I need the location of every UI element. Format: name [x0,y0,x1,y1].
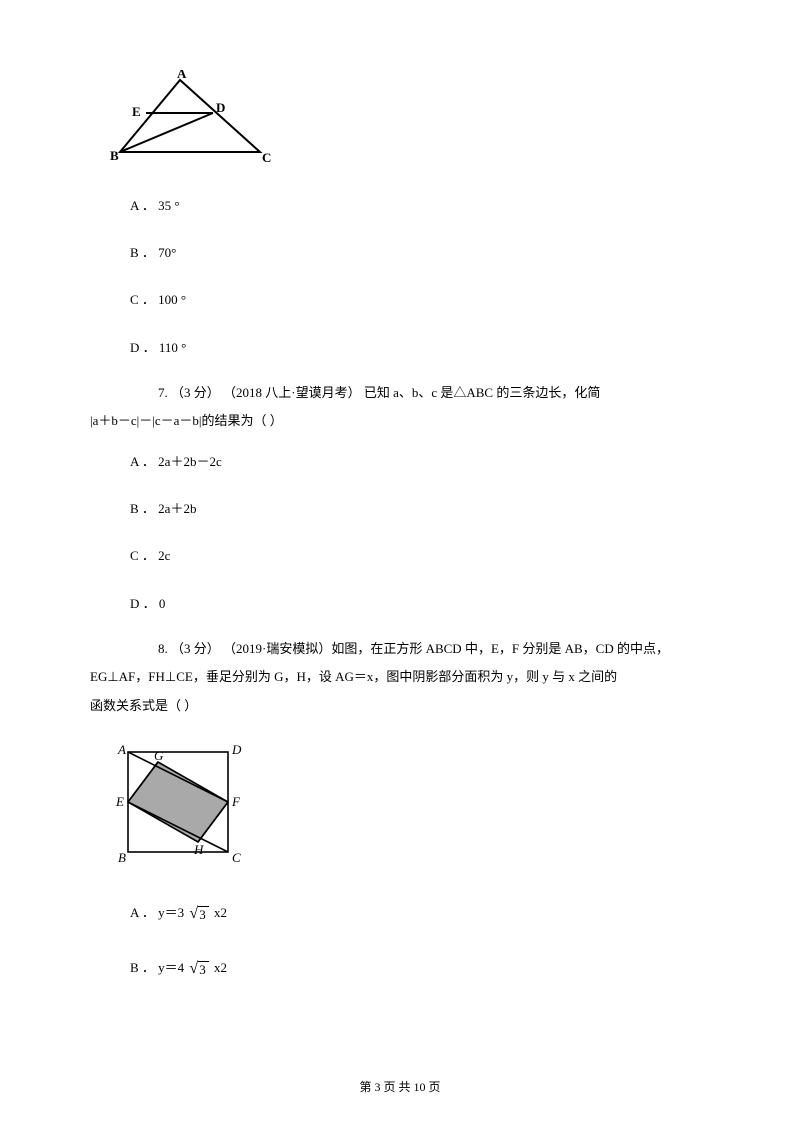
q7-line2: |a＋b－c|－|c－a－b|的结果为（ ） [90,407,710,436]
square-figure: A D E F B C G H [110,740,710,875]
q8-a-prefix: A ． y＝3 [130,906,187,921]
q8-b-suffix: x2 [214,960,227,975]
label2-F: F [231,794,241,809]
q6-option-d: D ． 110 ° [130,332,710,363]
q8-line2: EG⊥AF，FH⊥CE，垂足分别为 G，H，设 AG＝x，图中阴影部分面积为 y… [90,663,710,692]
q7-option-a: A ． 2a＋2b－2c [130,446,710,477]
label2-G: G [154,748,164,763]
label-A: A [177,70,187,81]
label-E: E [132,104,141,119]
q6-option-a: A ． 35 ° [130,190,710,221]
q8-a-suffix: x2 [214,906,227,921]
square-svg: A D E F B C G H [110,740,260,875]
q7-option-b: B ． 2a＋2b [130,493,710,524]
q8-line1: 8. （3 分） （2019·瑞安模拟）如图，在正方形 ABCD 中，E，F 分… [130,635,710,664]
label2-H: H [193,842,204,857]
triangle-svg: A B C E D [110,70,280,170]
q8-stem: 8. （3 分） （2019·瑞安模拟）如图，在正方形 ABCD 中，E，F 分… [130,635,710,721]
q6-option-c: C ． 100 ° [130,284,710,315]
label2-A: A [117,742,126,757]
label-B: B [110,148,119,163]
q8-option-b: B ． y＝4 √3 x2 [130,950,710,988]
q7-stem: 7. （3 分） （2018 八上·望谟月考） 已知 a、b、c 是△ABC 的… [130,379,710,436]
sqrt-icon: √3 [189,950,208,988]
q6-option-b: B ． 70° [130,237,710,268]
q8-line3: 函数关系式是（ ） [90,692,710,721]
label2-B: B [118,850,126,865]
q7-line1: 7. （3 分） （2018 八上·望谟月考） 已知 a、b、c 是△ABC 的… [130,379,710,408]
label-D: D [216,100,225,115]
triangle-figure: A B C E D [110,70,710,170]
q8-b-prefix: B ． y＝4 [130,960,187,975]
label2-D: D [231,742,242,757]
label2-C: C [232,850,241,865]
label-C: C [262,150,271,165]
page-footer: 第 3 页 共 10 页 [0,1073,800,1102]
q7-option-c: C ． 2c [130,540,710,571]
sqrt-icon: √3 [189,895,208,933]
q7-option-d: D ． 0 [130,588,710,619]
q8-option-a: A ． y＝3 √3 x2 [130,895,710,933]
label2-E: E [115,794,124,809]
